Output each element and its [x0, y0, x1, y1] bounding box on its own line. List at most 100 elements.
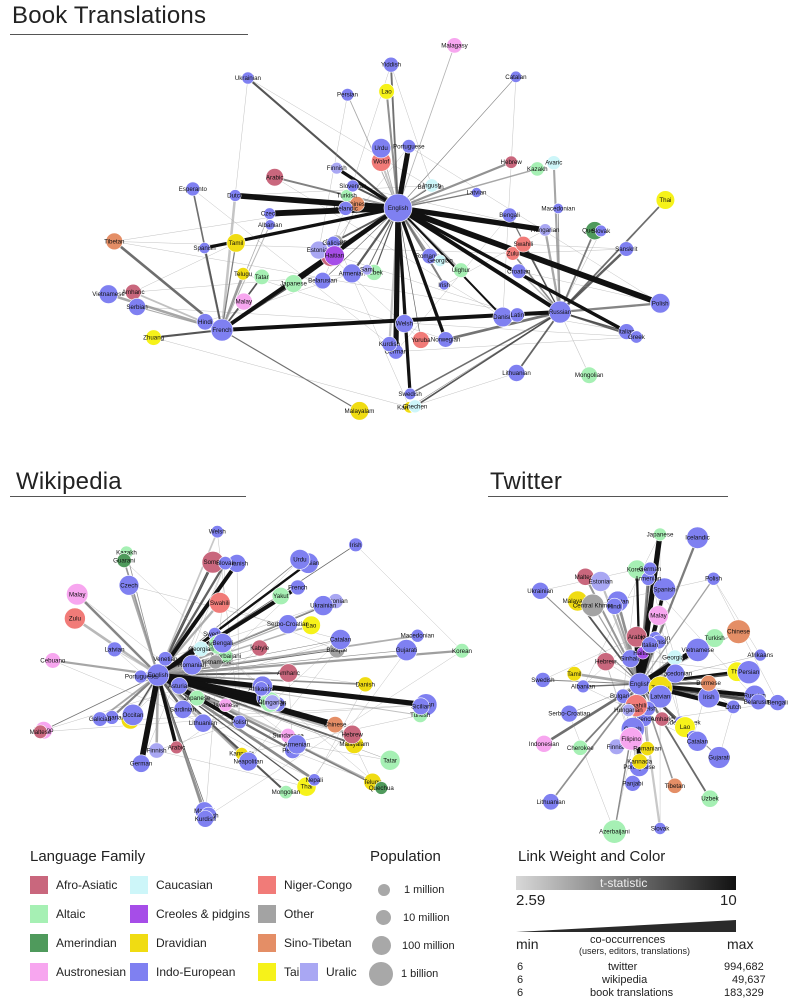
language-label: Vietnamese [92, 291, 125, 298]
language-node-mongolian [278, 785, 293, 800]
book-edge [518, 271, 661, 304]
book-edge [512, 248, 627, 254]
twitter-edge [613, 605, 642, 685]
family-caucasian: Caucasian [130, 876, 213, 894]
language-label: Danish [649, 639, 669, 646]
language-node-sinhala [621, 649, 640, 668]
language-label: Uighur [452, 267, 470, 274]
language-node-tamil [566, 666, 582, 682]
language-label: Afrikaans [747, 652, 773, 659]
wikipedia-network: EnglishGermanFrenchRussianSpanishItalian… [30, 525, 473, 828]
language-node-danish [357, 676, 374, 693]
language-label: Turkish [337, 193, 358, 200]
language-node-georgian [433, 254, 447, 267]
book-translations-name: book translations [590, 987, 674, 999]
language-node-croatian [511, 263, 527, 279]
language-node-vietnamese [207, 654, 223, 670]
language-label: Persian [738, 669, 760, 676]
language-label: Urdu [374, 145, 388, 152]
language-node-serbo-croatian [560, 704, 578, 723]
language-node-gujarati [395, 639, 418, 662]
language-label: Arabic [266, 174, 284, 181]
family-niger: Niger-Congo [258, 876, 352, 894]
language-node-portuguese [133, 669, 148, 684]
language-label: Georgian [427, 258, 453, 265]
twitter-edge [542, 636, 637, 681]
language-label: Tamil [567, 671, 581, 678]
book-edge [221, 329, 360, 412]
population-circle-medium [376, 910, 391, 925]
language-node-georgian [193, 640, 209, 657]
family-label: Sino-Tibetan [284, 936, 352, 950]
book-translations-max: 183,329 [724, 987, 764, 999]
language-label: Avaric [545, 160, 562, 167]
language-node-armenian [342, 263, 362, 284]
language-label: Tamil [229, 240, 243, 247]
language-node-turkish [705, 628, 725, 648]
language-label: Armenian [635, 576, 662, 583]
language-family-heading: Language Family [30, 848, 146, 865]
language-node-yoruba [412, 331, 430, 349]
twitter-network: EnglishSpanishPortugueseJapaneseMalayAra… [527, 526, 788, 844]
language-node-latvian [471, 187, 482, 198]
language-node-lao [301, 615, 321, 635]
language-node-hebrew [342, 724, 362, 744]
language-node-telugu [236, 267, 250, 281]
language-node-central-khmer [581, 593, 605, 618]
language-label: Arabic [628, 634, 646, 641]
link-weight-heading: Link Weight and Color [518, 848, 666, 865]
book-edge [414, 311, 561, 408]
family-uralic: Uralic [300, 963, 357, 981]
language-node-macedonian [410, 628, 425, 643]
family-swatch [130, 963, 148, 981]
book-edge [397, 45, 455, 209]
book-edge [559, 311, 590, 376]
language-label: Lao [680, 724, 691, 731]
language-label: Armenian [284, 741, 311, 748]
language-label: Bengali [499, 212, 520, 219]
language-node-nepali [307, 773, 321, 787]
language-label: Persian [337, 92, 359, 99]
family-swatch [130, 905, 148, 923]
language-node-japanese [188, 689, 206, 707]
family-sino: Sino-Tibetan [258, 934, 352, 952]
wiki-edge [76, 593, 159, 676]
twitter-edge [592, 605, 641, 685]
language-node-haitian [324, 245, 345, 266]
family-label: Dravidian [156, 936, 207, 950]
language-node-icelandic [686, 526, 709, 549]
book-edge [153, 328, 223, 339]
language-node-malay [235, 292, 253, 311]
language-node-serbian [128, 297, 147, 316]
language-label: Catalan [505, 74, 527, 81]
twitter-max: 994,682 [724, 961, 764, 973]
language-label: Javanese [212, 702, 239, 709]
book-strong-edge [292, 206, 400, 286]
family-swatch [130, 934, 148, 952]
language-node-uighur [453, 262, 469, 278]
language-node-albanian [264, 219, 276, 231]
language-label: Estonian [589, 579, 614, 586]
language-label: Slovenian [339, 183, 367, 190]
co-occurrence-sublabel: (users, editors, translations) [579, 946, 691, 956]
language-label: Macedonian [541, 206, 575, 213]
language-label: Tibetan [665, 783, 686, 790]
population-1-million: 1 million [374, 884, 444, 896]
wikipedia-min: 6 [517, 974, 524, 986]
wiki-strong-edge [138, 674, 161, 765]
family-swatch [258, 905, 276, 923]
language-node-persian [736, 660, 761, 685]
language-node-avaric [546, 155, 562, 170]
language-label: English [148, 672, 169, 679]
language-node-slovenian [346, 179, 360, 193]
language-node-hungarian [538, 223, 552, 237]
book-strong-edge [396, 207, 412, 395]
language-label: Albanian [571, 683, 596, 690]
book-edge [552, 162, 562, 313]
language-label: Chechen [403, 403, 428, 410]
wiki-edge [157, 672, 289, 676]
language-label: Hungarian [531, 227, 560, 234]
language-label: Amharic [651, 716, 674, 723]
language-label: Korean [452, 648, 473, 655]
language-node-ukrainian [241, 71, 255, 85]
